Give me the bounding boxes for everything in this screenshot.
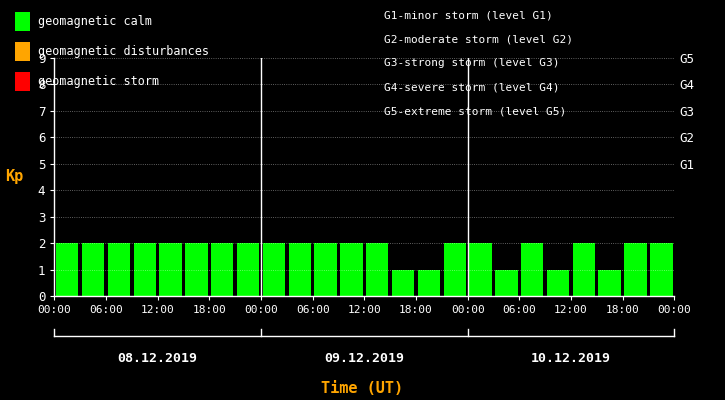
Bar <box>418 270 440 296</box>
Bar <box>56 243 78 296</box>
Bar <box>547 270 569 296</box>
Bar <box>392 270 414 296</box>
Bar <box>469 243 492 296</box>
Text: Kp: Kp <box>5 170 23 184</box>
Bar <box>108 243 130 296</box>
Text: geomagnetic storm: geomagnetic storm <box>38 75 159 88</box>
Bar <box>624 243 647 296</box>
Bar <box>185 243 207 296</box>
Text: G3-strong storm (level G3): G3-strong storm (level G3) <box>384 58 560 68</box>
Bar <box>289 243 311 296</box>
Bar <box>340 243 362 296</box>
Text: 09.12.2019: 09.12.2019 <box>324 352 405 365</box>
Text: 08.12.2019: 08.12.2019 <box>117 352 198 365</box>
Text: G5-extreme storm (level G5): G5-extreme storm (level G5) <box>384 106 566 116</box>
Bar <box>160 243 182 296</box>
Bar <box>495 270 518 296</box>
Text: 10.12.2019: 10.12.2019 <box>531 352 611 365</box>
Text: Time (UT): Time (UT) <box>321 381 404 396</box>
Text: G1-minor storm (level G1): G1-minor storm (level G1) <box>384 10 553 20</box>
Text: G4-severe storm (level G4): G4-severe storm (level G4) <box>384 82 560 92</box>
Bar <box>650 243 673 296</box>
Bar <box>82 243 104 296</box>
Bar <box>133 243 156 296</box>
Bar <box>211 243 233 296</box>
Bar <box>262 243 285 296</box>
Bar <box>366 243 389 296</box>
Text: G2-moderate storm (level G2): G2-moderate storm (level G2) <box>384 34 573 44</box>
Bar <box>599 270 621 296</box>
Bar <box>521 243 543 296</box>
Text: geomagnetic disturbances: geomagnetic disturbances <box>38 45 209 58</box>
Bar <box>444 243 466 296</box>
Bar <box>237 243 260 296</box>
Bar <box>315 243 336 296</box>
Bar <box>573 243 595 296</box>
Text: geomagnetic calm: geomagnetic calm <box>38 15 152 28</box>
